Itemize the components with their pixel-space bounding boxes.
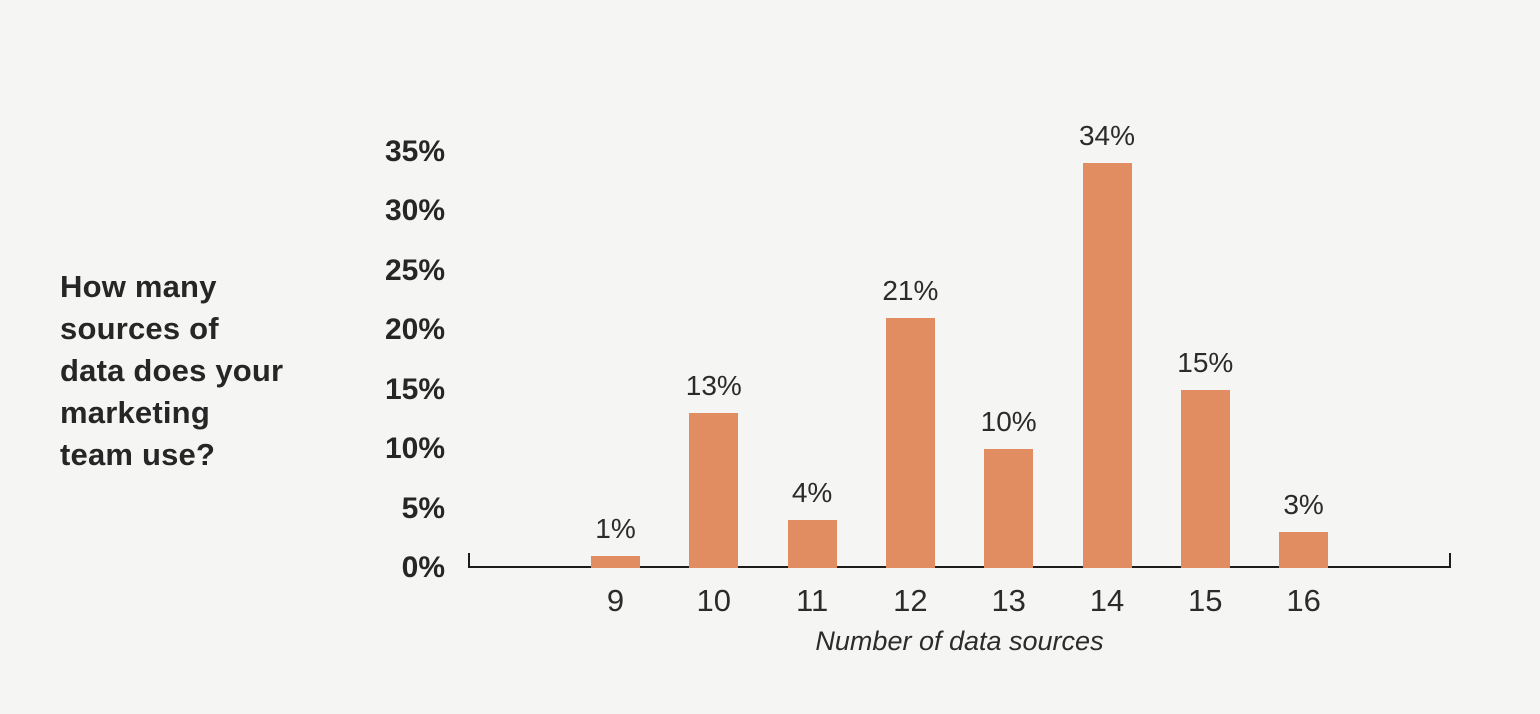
axis-end-tick-left bbox=[468, 553, 470, 568]
bar bbox=[984, 449, 1034, 568]
x-tick-label: 16 bbox=[1286, 583, 1321, 618]
bar bbox=[787, 520, 837, 568]
y-tick-label: 20% bbox=[384, 313, 445, 346]
bar-value-label: 1% bbox=[595, 513, 636, 545]
y-tick-label: 10% bbox=[384, 432, 445, 465]
x-axis-line bbox=[468, 566, 1451, 568]
bar bbox=[1082, 163, 1132, 568]
x-tick-label: 10 bbox=[696, 583, 732, 618]
x-axis-title: Number of data sources bbox=[815, 626, 1104, 656]
bar-value-label: 4% bbox=[791, 477, 833, 509]
bar-value-label: 21% bbox=[882, 275, 939, 307]
y-tick-label: 15% bbox=[384, 372, 445, 406]
bar-value-label: 34% bbox=[1078, 120, 1136, 152]
bar-value-label: 13% bbox=[685, 370, 742, 402]
bar-value-label: 15% bbox=[1177, 346, 1234, 378]
y-tick-label: 5% bbox=[401, 491, 445, 525]
bar bbox=[885, 318, 935, 568]
axis-end-tick-right bbox=[1449, 553, 1451, 568]
y-tick-label: 35% bbox=[384, 134, 445, 168]
chart-title: How many sources of data does your marke… bbox=[60, 269, 284, 472]
bar bbox=[689, 413, 739, 568]
y-tick-label: 30% bbox=[384, 194, 445, 227]
y-tick-label: 25% bbox=[384, 253, 445, 287]
x-tick-label: 15 bbox=[1188, 583, 1223, 618]
bar bbox=[1279, 532, 1329, 568]
x-tick-label: 14 bbox=[1089, 583, 1125, 618]
x-tick-label: 11 bbox=[796, 583, 829, 618]
y-tick-label: 0% bbox=[401, 551, 445, 584]
x-tick-label: 12 bbox=[893, 583, 928, 618]
x-tick-label: 13 bbox=[991, 583, 1026, 618]
bar-value-label: 10% bbox=[980, 406, 1037, 437]
bar bbox=[591, 556, 640, 568]
bar-value-label: 3% bbox=[1283, 489, 1324, 521]
x-tick-label: 9 bbox=[606, 583, 625, 618]
bar bbox=[1180, 389, 1230, 568]
